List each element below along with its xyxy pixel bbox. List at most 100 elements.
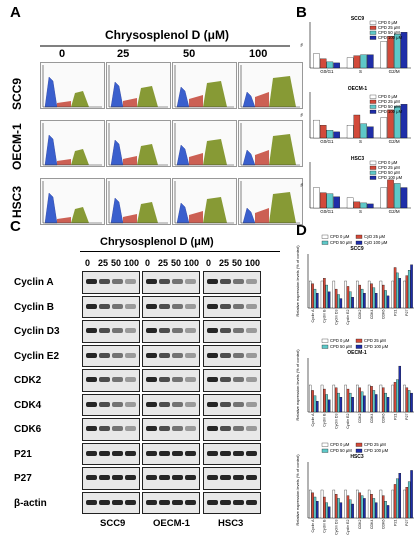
conc-label-50: 50	[183, 48, 196, 60]
bar	[380, 187, 388, 209]
blot-band-box	[142, 467, 200, 490]
flow-histogram	[40, 62, 105, 109]
bar	[400, 104, 408, 139]
blot-protein-label: P27	[14, 473, 32, 484]
legend-swatch	[321, 448, 329, 453]
bar	[391, 384, 394, 413]
blot-band-box	[203, 271, 261, 294]
panel-b-letter: B	[296, 4, 307, 21]
bar	[346, 57, 354, 69]
x-tick-label: Cyclin A	[311, 309, 315, 323]
x-tick-label: P27	[405, 520, 409, 526]
bar	[367, 489, 371, 519]
bar	[334, 288, 338, 309]
blot-lane-label: 100	[184, 258, 200, 268]
bar	[382, 387, 385, 413]
blot-band-box	[82, 295, 140, 318]
bar	[316, 501, 319, 519]
flow-histogram	[40, 178, 105, 225]
legend-swatch	[321, 442, 329, 447]
bar	[367, 126, 374, 139]
bar	[387, 36, 394, 69]
blot-protein-label: Cyclin B	[14, 301, 55, 313]
x-tick-label: Cyclin D3	[334, 520, 338, 535]
bar	[327, 506, 331, 519]
bar	[356, 489, 359, 519]
flow-histogram	[106, 120, 171, 167]
x-tick-label: CDK2	[358, 310, 362, 320]
panel-c-title-underline	[80, 251, 280, 252]
blot-protein-label: CDK6	[14, 424, 42, 435]
x-tick-label: G0/G1	[320, 209, 334, 214]
bar	[410, 264, 413, 309]
y-axis-label: Relative expression levels (% of control…	[296, 454, 300, 526]
legend-label: CPD 25 μM	[364, 338, 386, 343]
bar	[333, 131, 340, 139]
bar	[405, 487, 409, 519]
bar	[316, 293, 319, 309]
panel-c-letter: C	[10, 218, 21, 235]
x-tick-label: G2/M	[389, 209, 400, 214]
x-tick-label: Cyclin E2	[346, 520, 350, 535]
legend-label: CPD 25 μM	[364, 442, 386, 447]
blot-band-box	[82, 344, 140, 367]
bar	[374, 293, 378, 309]
blot-band-box	[203, 418, 261, 441]
bar	[319, 125, 327, 139]
flow-histogram	[172, 120, 237, 167]
bar	[403, 489, 406, 519]
blot-band-box	[82, 467, 140, 490]
x-tick-label: Cyclin E2	[346, 310, 350, 325]
bar	[325, 394, 328, 413]
blot-band-box	[142, 418, 200, 441]
bar	[407, 481, 411, 519]
y-axis-label: Relative expression levels (% of control…	[296, 245, 300, 317]
bar	[353, 201, 361, 209]
x-tick-label: G0/G1	[320, 69, 334, 74]
blot-lane-label: 0	[85, 258, 91, 268]
bar	[374, 394, 378, 413]
blot-protein-label: CDK4	[14, 399, 42, 411]
blot-lane-label: 25	[158, 258, 169, 268]
bar	[407, 270, 411, 309]
bar	[313, 119, 320, 139]
bar	[326, 130, 334, 139]
panel-a-letter: A	[10, 4, 21, 21]
bar	[353, 55, 361, 69]
legend-label: CyD 25 μM	[364, 234, 386, 239]
panel-d-chart-oecm1: OECM-1 Relative expression levels (% of c…	[296, 338, 414, 429]
row-label-scc9: SCC9	[10, 77, 24, 110]
bar	[311, 390, 314, 413]
x-tick-label: CDK2	[358, 520, 362, 530]
bar	[372, 390, 376, 413]
bar	[393, 267, 397, 309]
y-axis-label: %	[300, 183, 304, 187]
blot-band-box	[142, 320, 200, 343]
legend-swatch	[321, 234, 329, 239]
bar	[353, 114, 361, 139]
bar	[346, 125, 354, 139]
bar	[351, 397, 354, 413]
bar	[384, 501, 387, 519]
legend-swatch	[355, 442, 363, 447]
bar	[379, 489, 383, 519]
bar	[367, 54, 374, 69]
bar	[363, 395, 366, 413]
blot-band-box	[142, 344, 200, 367]
bar	[393, 382, 397, 413]
chart-title: HSC3	[350, 454, 364, 460]
legend-swatch	[355, 338, 363, 343]
legend-swatch	[355, 448, 363, 453]
bar	[309, 384, 312, 413]
bar	[327, 291, 331, 309]
blot-band-box	[82, 442, 140, 465]
blot-lane-label: 100	[124, 258, 140, 268]
bar	[309, 280, 312, 309]
legend-swatch	[321, 338, 329, 343]
blot-protein-label: β-actin	[14, 497, 47, 509]
bar	[346, 495, 350, 519]
bar	[313, 288, 317, 309]
legend-swatch	[369, 160, 377, 165]
bar	[337, 392, 340, 413]
blot-band-box	[82, 271, 140, 294]
